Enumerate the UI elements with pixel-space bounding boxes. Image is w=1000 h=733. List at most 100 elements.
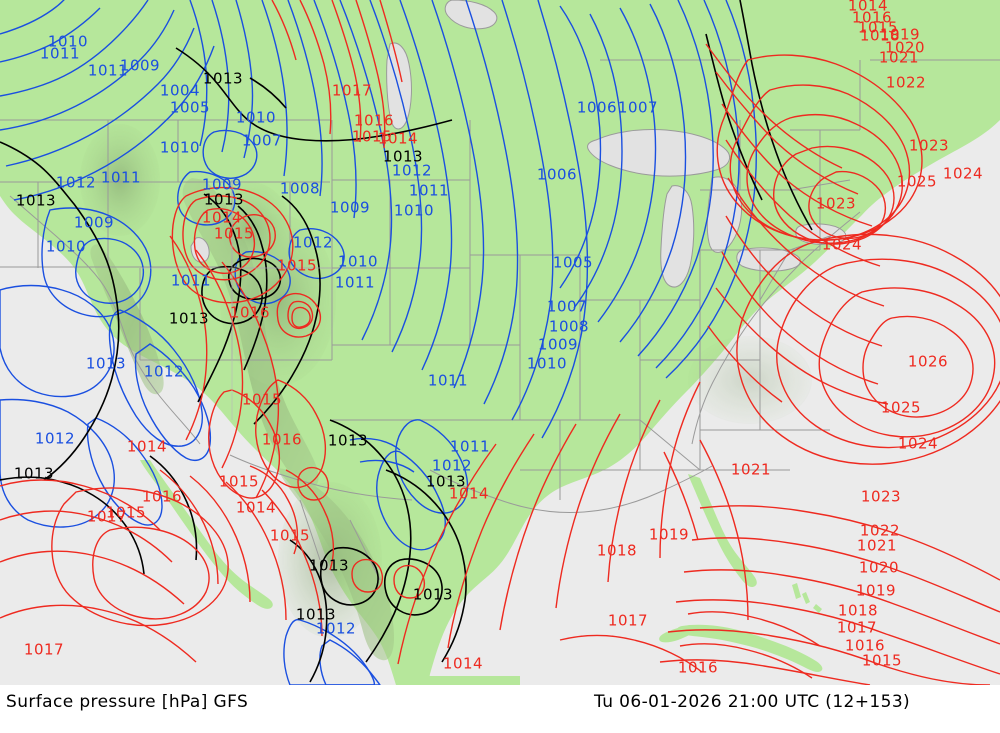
yucatan-land [420,676,520,685]
florida-peninsula [688,474,757,588]
isobar-1015-mex [285,469,335,571]
isobar-1016-cuba2 [679,643,813,679]
cuba-island [677,624,823,673]
isobar-1016-e [721,103,873,227]
isobar-1013-north [175,47,453,142]
isobar-1017-pac [0,550,185,605]
border-line [349,519,381,581]
isobar-1016-pac [0,510,173,563]
isobar-1011-tx [395,419,469,514]
isobar-1016-nm [255,379,327,489]
isobar-1016-n [379,0,403,83]
isobar-1011-w [75,237,145,304]
isobar-1017-yuc [559,634,703,673]
baja-peninsula [140,460,273,609]
isobar-1015-pac [0,479,161,531]
isobar-1007-east [619,3,687,343]
isobar-1012-sw [0,398,115,528]
wyoming-terrain [208,182,292,278]
lake-superior [587,129,731,177]
isobar-1004-a [235,0,254,159]
isobars-low-layer [0,0,757,685]
isobar-1018-se [607,399,661,583]
isobar-1017-e [725,139,881,267]
sierra-madre-terrain [278,482,382,638]
isobar-1013-can [249,77,287,109]
isobar-1026-atl [862,315,974,418]
isobar-1009 [0,9,175,131]
mexico-us-border [229,454,413,501]
isobar-1015-carib [659,659,871,685]
isobar-1017-closed [51,487,229,627]
border-line [639,419,701,471]
border-line [299,499,321,561]
isobar-1008 [5,27,195,167]
map-timestamp: Tu 06-01-2026 21:00 UTC (12+153) [594,692,911,712]
isobar-1016-core [276,292,322,338]
atlantic-coastline [691,211,861,445]
isobar-1013-west [0,141,120,481]
isobar-1016-se [499,423,577,631]
isobar-1010-w [41,207,152,318]
cuba-west-tip [659,625,700,643]
isobar-1015-se [447,433,535,649]
isobar-1006-a [189,0,208,147]
isobar-1010 [0,0,149,97]
isobar-1013-baja [149,455,198,561]
surface-pressure-map[interactable]: 1010 1011 1011 1009 1013 1017 1004 1005 1016 1015… [0,0,1000,685]
isobar-1020-fl [663,451,699,541]
isobar-1006-lakes [559,5,602,289]
isobar-1015-cell-mex [297,466,330,501]
isobar-1025-atl [818,287,996,438]
map-footer: Surface pressure [hPa] GFS Tu 06-01-2026… [0,685,1000,733]
isobar-1011-minor [349,437,401,451]
lake-michigan [660,185,695,288]
isobar-1013-gulf [385,469,467,663]
isobar-1017-core [287,300,314,330]
isobar-1022-cell [729,84,911,241]
isobars-high-layer [0,0,1000,685]
isobar-1013-cent [197,193,242,403]
minor-grid-layer [140,182,332,420]
isobar-1018-closed [92,526,210,620]
isobar-1019-se [659,381,701,559]
isobar-1012-cal [86,417,163,526]
isobar-1015-az [208,389,281,499]
isobar-1006-east [597,7,657,323]
isobar-1005-b [261,0,288,177]
map-title: Surface pressure [hPa] GFS [6,692,249,712]
isobar-1018-core [291,306,311,328]
border-line [759,249,791,301]
isobar-1013-rockies [237,205,268,371]
isobar-1006-c [339,0,393,341]
isobar-1015-w [182,195,271,281]
isobar-1007-c [369,0,423,353]
isobar-1009-c [431,0,485,389]
isobar-1014-n [331,0,362,143]
isobar-1012-c [537,0,589,439]
isobar-1025-cell [808,170,887,240]
isobar-1006-b [287,0,323,197]
isobar-1017-n [299,0,332,135]
isobar-1014-gulf [397,443,497,665]
isobar-1009-east [655,0,740,369]
isobar-1024-cell [773,145,895,245]
isobar-1008-c [399,0,453,371]
isobar-1011-c [501,0,554,421]
isobar-1014-e [705,43,843,169]
isobar-1012-small [288,228,345,280]
isobar-1021-se [715,287,889,405]
bahamas-islands [792,583,822,613]
isobar-1016-w [171,186,294,304]
isobar-1023-atl [736,233,1000,465]
great-salt-lake [190,237,210,263]
isobar-1013-tx [329,419,412,663]
isobar-1012-tx [376,450,446,551]
isobar-1013-sw [0,476,145,575]
isobar-1010-c [465,0,519,405]
gulf-coastline [429,465,713,513]
lakes-layer [190,0,847,288]
cascades-terrain [80,124,160,236]
isobar-1011-sw [134,343,212,462]
isobar-1016-baja [159,469,219,585]
